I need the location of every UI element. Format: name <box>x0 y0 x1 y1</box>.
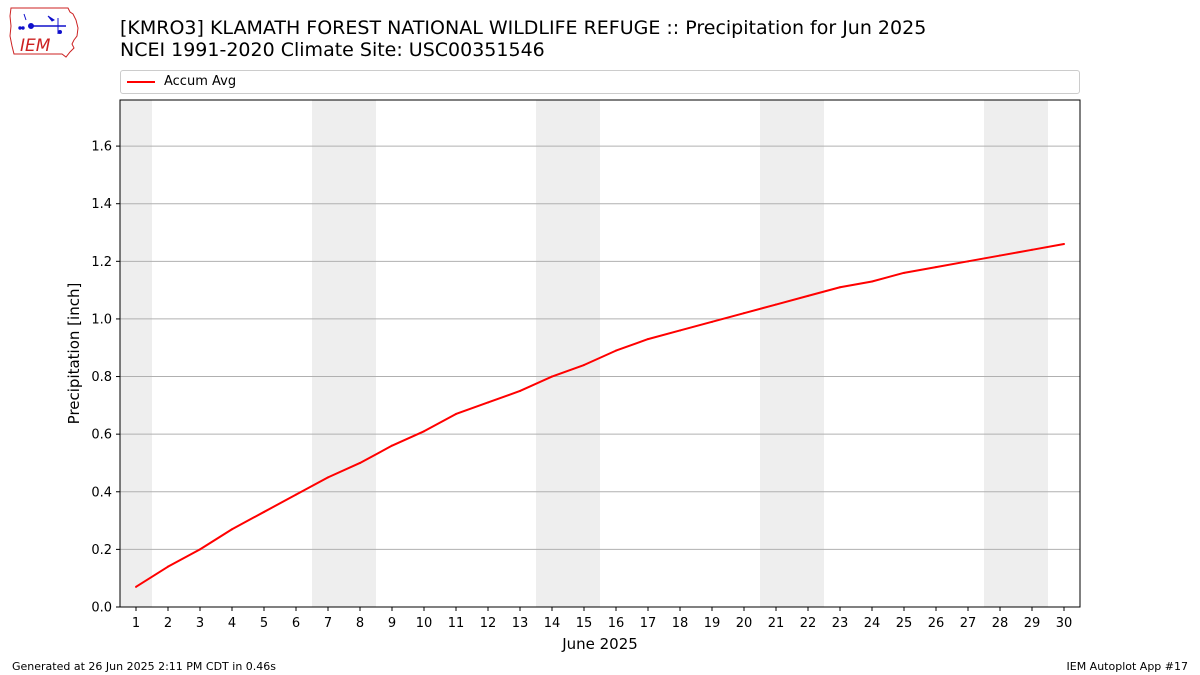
y-axis: 0.0 0.2 0.4 0.6 0.8 1.0 1.2 1.4 1.6 <box>91 140 120 616</box>
y-tick-label: 1.0 <box>91 312 112 327</box>
legend-label: Accum Avg <box>164 74 237 89</box>
series-group <box>135 243 1065 588</box>
weekend-bands <box>120 100 1048 607</box>
x-tick-label: 2 <box>164 616 172 631</box>
chart-legend: Accum Avg <box>120 70 1080 94</box>
x-tick-label: 13 <box>512 616 529 631</box>
data-point <box>967 260 969 263</box>
data-point <box>391 444 393 447</box>
data-point <box>871 280 873 283</box>
x-tick-label: 15 <box>576 616 593 631</box>
x-tick-label: 16 <box>608 616 625 631</box>
weekend-band <box>312 100 376 607</box>
data-point <box>999 254 1001 257</box>
x-tick-label: 1 <box>132 616 140 631</box>
y-tick-label: 1.6 <box>91 140 112 155</box>
data-point <box>423 430 425 433</box>
series-line-accum-avg <box>135 243 1065 588</box>
data-point <box>199 548 201 551</box>
data-point <box>263 510 265 513</box>
y-tick-label: 0.6 <box>91 428 112 443</box>
grid-lines <box>120 145 1080 608</box>
data-point <box>775 303 777 306</box>
x-tick-label: 6 <box>292 616 300 631</box>
y-tick-label: 0.8 <box>91 370 112 385</box>
x-tick-label: 10 <box>416 616 433 631</box>
x-axis: 1 2 3 4 5 6 7 8 9 10 11 12 13 14 15 16 17 18 19 20 21 22 23 24 2… <box>132 607 1072 631</box>
y-tick-label: 0.2 <box>91 543 112 558</box>
x-tick-label: 19 <box>704 616 721 631</box>
data-point <box>807 294 809 297</box>
x-tick-label: 22 <box>800 616 817 631</box>
data-point <box>487 401 489 404</box>
weekend-band <box>536 100 600 607</box>
x-tick-label: 12 <box>480 616 497 631</box>
data-point <box>679 329 681 332</box>
data-point <box>359 461 361 464</box>
data-point <box>455 412 457 415</box>
x-tick-label: 4 <box>228 616 236 631</box>
data-point <box>167 565 169 568</box>
x-axis-label: June 2025 <box>561 635 638 653</box>
data-point <box>647 338 649 341</box>
data-point <box>743 312 745 315</box>
x-tick-label: 23 <box>832 616 849 631</box>
generated-timestamp: Generated at 26 Jun 2025 2:11 PM CDT in … <box>12 660 277 673</box>
y-tick-label: 1.4 <box>91 197 112 212</box>
y-tick-label: 0.0 <box>91 601 112 616</box>
iowa-outline-icon <box>9 7 79 58</box>
data-point <box>839 286 841 289</box>
data-point <box>615 349 617 352</box>
x-tick-label: 28 <box>992 616 1009 631</box>
data-point <box>519 389 521 392</box>
x-tick-label: 9 <box>388 616 396 631</box>
x-tick-label: 5 <box>260 616 268 631</box>
app-label: IEM Autoplot App #17 <box>1066 660 1189 673</box>
y-tick-label: 0.4 <box>91 485 112 500</box>
x-tick-label: 26 <box>928 616 945 631</box>
chart-subtitle: NCEI 1991-2020 Climate Site: USC00351546 <box>120 39 545 61</box>
data-point <box>295 493 297 496</box>
x-tick-label: 20 <box>736 616 753 631</box>
y-tick-label: 1.2 <box>91 255 112 270</box>
y-axis-label: Precipitation [inch] <box>65 283 83 425</box>
x-tick-label: 25 <box>896 616 913 631</box>
x-tick-label: 7 <box>324 616 332 631</box>
data-point <box>231 528 233 531</box>
iem-logo: IEM <box>8 6 80 58</box>
weekend-band <box>984 100 1048 607</box>
x-tick-label: 29 <box>1024 616 1041 631</box>
plot-frame <box>119 99 1081 608</box>
x-tick-label: 24 <box>864 616 881 631</box>
weekend-band <box>120 100 152 607</box>
x-tick-label: 27 <box>960 616 977 631</box>
x-tick-label: 3 <box>196 616 204 631</box>
data-point <box>135 585 137 588</box>
data-point <box>935 266 937 269</box>
logo-text: IEM <box>20 36 51 56</box>
data-point <box>711 320 713 323</box>
data-point <box>1063 243 1065 246</box>
data-point <box>1031 248 1033 251</box>
x-tick-label: 14 <box>544 616 561 631</box>
weather-station-icon <box>18 13 66 34</box>
data-point <box>551 375 553 378</box>
x-tick-label: 11 <box>448 616 465 631</box>
legend-swatch <box>127 81 155 83</box>
x-tick-label: 21 <box>768 616 785 631</box>
chart-title: [KMRO3] KLAMATH FOREST NATIONAL WILDLIFE… <box>120 17 927 39</box>
x-tick-label: 30 <box>1056 616 1073 631</box>
weekend-band <box>760 100 824 607</box>
x-tick-label: 8 <box>356 616 364 631</box>
x-tick-label: 18 <box>672 616 689 631</box>
data-point <box>327 476 329 479</box>
data-point <box>583 364 585 367</box>
x-tick-label: 17 <box>640 616 657 631</box>
data-point <box>903 271 905 274</box>
